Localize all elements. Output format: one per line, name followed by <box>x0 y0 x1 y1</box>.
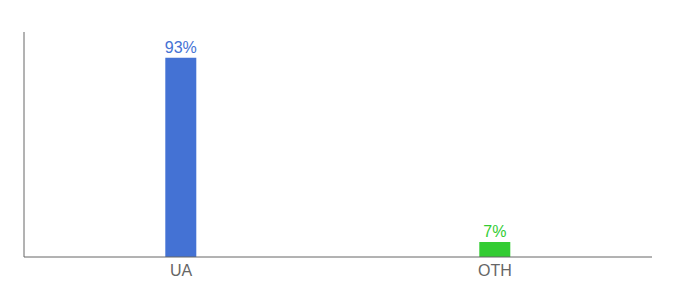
svg-text:UA: UA <box>170 262 193 279</box>
svg-text:93%: 93% <box>165 39 197 56</box>
svg-text:7%: 7% <box>483 223 506 240</box>
svg-text:OTH: OTH <box>478 262 512 279</box>
